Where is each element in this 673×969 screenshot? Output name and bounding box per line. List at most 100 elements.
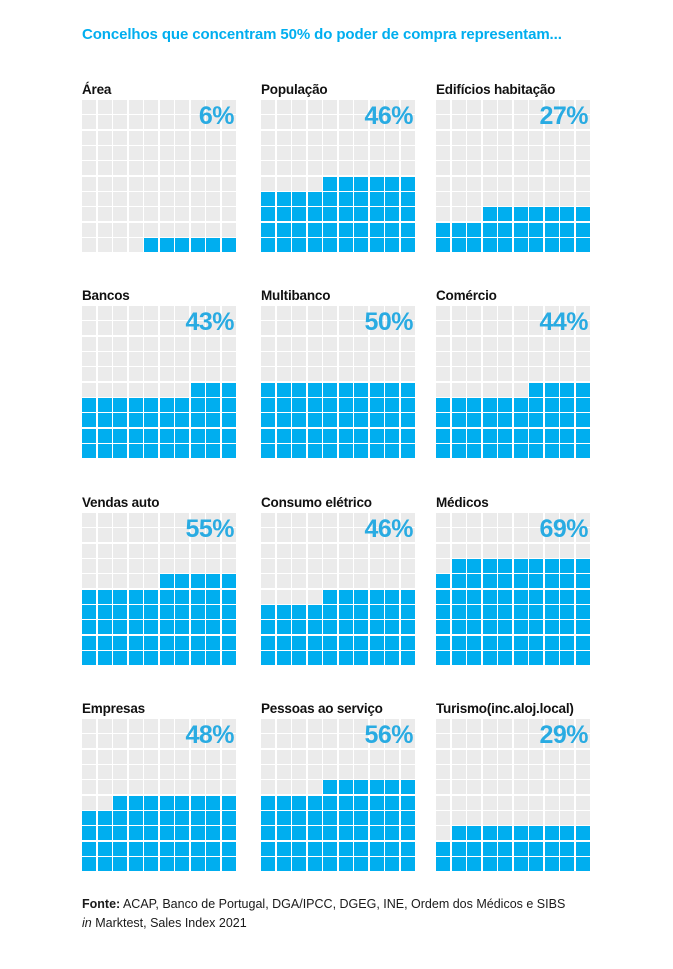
waffle-cell xyxy=(323,765,338,779)
waffle-cells xyxy=(82,719,236,871)
waffle-cell xyxy=(451,367,466,382)
waffle-cell xyxy=(498,146,513,160)
waffle-cell xyxy=(113,176,128,191)
waffle-cell xyxy=(276,811,291,825)
waffle-cell xyxy=(560,635,575,650)
waffle-cell xyxy=(323,222,338,237)
waffle-cell xyxy=(221,207,236,222)
waffle-cell xyxy=(113,795,128,810)
waffle-cell xyxy=(451,620,466,635)
waffle-cell xyxy=(97,207,112,222)
waffle-cell xyxy=(575,765,590,779)
waffle-cell xyxy=(575,100,590,114)
waffle-cell xyxy=(575,207,590,222)
waffle-cell xyxy=(354,795,369,810)
waffle-cell xyxy=(338,146,353,160)
waffle-cell xyxy=(307,559,322,573)
waffle-cell xyxy=(159,146,174,160)
waffle-cell xyxy=(221,321,236,336)
waffle-cell xyxy=(292,336,307,351)
waffle-cell xyxy=(467,589,482,604)
waffle-cell xyxy=(436,222,451,237)
waffle-cell xyxy=(113,620,128,635)
waffle-cell xyxy=(113,734,128,749)
waffle-cell xyxy=(529,428,544,443)
waffle-cell xyxy=(338,826,353,841)
waffle-cell xyxy=(144,115,159,130)
waffle-cell xyxy=(261,765,276,779)
waffle-cell xyxy=(498,207,513,222)
waffle-cell xyxy=(513,321,528,336)
waffle-cells xyxy=(82,306,236,458)
waffle-cell xyxy=(436,336,451,351)
waffle-cell xyxy=(175,146,190,160)
waffle-cell xyxy=(529,192,544,206)
waffle-cell xyxy=(544,222,559,237)
waffle-cell xyxy=(128,589,143,604)
waffle-cell xyxy=(467,398,482,412)
waffle-cell xyxy=(338,321,353,336)
waffle-cell xyxy=(482,841,497,856)
waffle-cell xyxy=(369,238,384,252)
waffle-cell xyxy=(190,559,205,573)
waffle-cell xyxy=(369,826,384,841)
waffle-cell xyxy=(338,222,353,237)
waffle-cell xyxy=(97,222,112,237)
waffle-cell xyxy=(575,795,590,810)
waffle-cell xyxy=(221,559,236,573)
waffle-cell xyxy=(113,130,128,145)
waffle-cell xyxy=(482,207,497,222)
waffle-cell xyxy=(307,605,322,619)
waffle-cell xyxy=(451,161,466,176)
waffle-cell xyxy=(400,765,415,779)
waffle-cell xyxy=(292,130,307,145)
waffle-cell xyxy=(354,841,369,856)
waffle-cell xyxy=(369,192,384,206)
waffle-cell xyxy=(369,222,384,237)
waffle-cell xyxy=(513,795,528,810)
waffle-cell xyxy=(529,352,544,366)
waffle-cell xyxy=(354,605,369,619)
waffle-cell xyxy=(97,428,112,443)
waffle-cell xyxy=(369,543,384,558)
waffle-cell xyxy=(400,352,415,366)
waffle-cell xyxy=(144,367,159,382)
waffle-cell xyxy=(307,513,322,527)
waffle-cell xyxy=(221,398,236,412)
waffle-cells xyxy=(82,513,236,665)
panel-title: Pessoas ao serviço xyxy=(261,701,383,716)
waffle-cell xyxy=(560,734,575,749)
waffle-cell xyxy=(369,734,384,749)
waffle-cell xyxy=(175,306,190,320)
waffle-cell xyxy=(385,811,400,825)
waffle-cell xyxy=(144,321,159,336)
waffle-cell xyxy=(529,841,544,856)
waffle-cell xyxy=(128,428,143,443)
waffle-cell xyxy=(482,719,497,733)
waffle-cell xyxy=(206,780,221,795)
waffle-cell xyxy=(292,161,307,176)
waffle-cell xyxy=(451,765,466,779)
waffle-cell xyxy=(323,306,338,320)
waffle-chart: 56% xyxy=(261,719,415,871)
waffle-cell xyxy=(190,444,205,458)
waffle-cell xyxy=(206,620,221,635)
waffle-cell xyxy=(97,795,112,810)
waffle-cell xyxy=(190,719,205,733)
waffle-cell xyxy=(276,352,291,366)
waffle-cell xyxy=(159,589,174,604)
waffle-cell xyxy=(221,192,236,206)
waffle-cell xyxy=(544,719,559,733)
waffle-cell xyxy=(323,115,338,130)
waffle-cell xyxy=(544,589,559,604)
waffle-cell xyxy=(82,651,97,665)
waffle-cell xyxy=(261,811,276,825)
waffle-cell xyxy=(276,207,291,222)
waffle-cell xyxy=(97,574,112,589)
waffle-cell xyxy=(451,352,466,366)
waffle-cell xyxy=(82,161,97,176)
waffle-cell xyxy=(221,620,236,635)
waffle-cell xyxy=(128,192,143,206)
waffle-cell xyxy=(276,115,291,130)
waffle-cell xyxy=(128,734,143,749)
